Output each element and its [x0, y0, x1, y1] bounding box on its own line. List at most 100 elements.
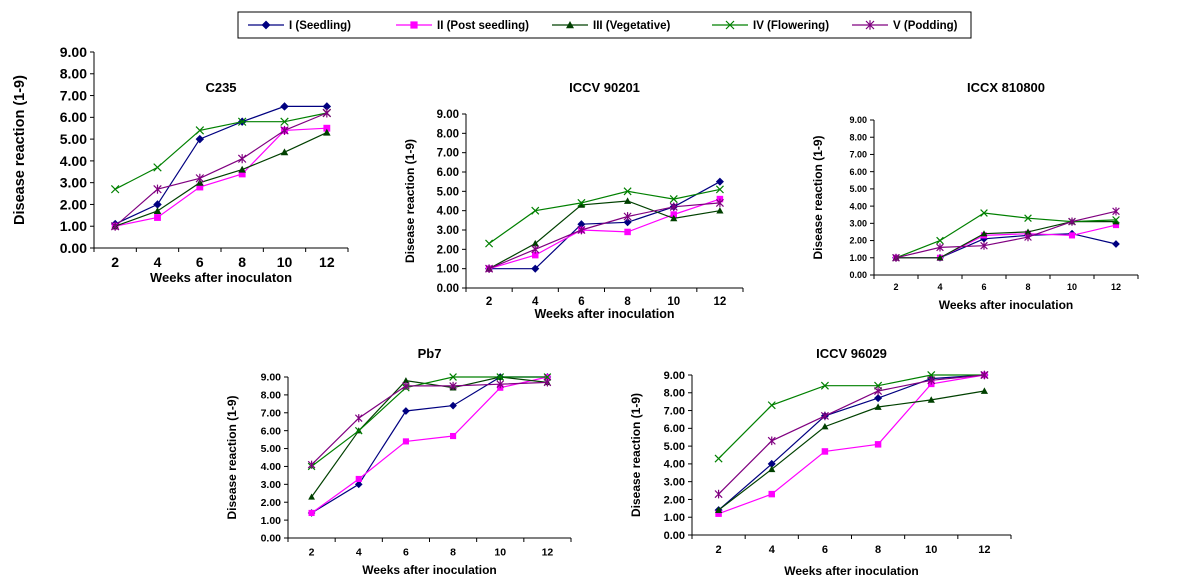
series-3 — [714, 387, 989, 513]
x-tick-label: 10 — [925, 544, 937, 556]
x-tick-label: 12 — [542, 547, 554, 559]
data-point — [980, 241, 988, 250]
legend-item: IV (Flowering) — [712, 20, 829, 32]
y-tick-label: 0.00 — [849, 270, 867, 280]
y-tick-label: 2.00 — [261, 497, 282, 509]
y-tick-label: 2.00 — [60, 196, 87, 212]
series-2 — [715, 371, 988, 517]
data-point — [670, 211, 677, 218]
x-tick-label: 2 — [111, 254, 119, 270]
data-point — [980, 230, 988, 237]
x-axis-label: Weeks after inoculation — [784, 564, 918, 578]
series-line — [488, 198, 721, 270]
y-axis-label: Disease reaction (1-9) — [811, 135, 825, 259]
series-line — [115, 127, 327, 227]
data-point — [354, 480, 363, 489]
data-point — [820, 411, 829, 421]
data-point — [1112, 218, 1120, 225]
data-point — [323, 128, 331, 136]
series-1 — [307, 373, 552, 517]
x-tick-label: 8 — [624, 296, 631, 308]
series-line — [114, 132, 328, 227]
y-tick-label: 3.00 — [437, 225, 459, 237]
x-tick-label: 6 — [403, 547, 409, 559]
data-point — [927, 396, 935, 403]
x-tick-label: 6 — [196, 254, 204, 270]
data-point — [354, 414, 363, 423]
data-point — [1112, 216, 1120, 224]
y-tick-label: 9.00 — [664, 370, 685, 382]
data-point — [543, 378, 552, 387]
y-tick-label: 4.00 — [849, 201, 867, 211]
data-point — [237, 154, 247, 164]
series-line — [311, 376, 548, 467]
y-tick-label: 9.00 — [437, 109, 459, 121]
data-point — [623, 197, 632, 204]
data-point — [354, 426, 363, 435]
x-tick-label: 4 — [937, 282, 942, 292]
series-5 — [892, 207, 1120, 262]
chart-title: ICCV 90201 — [569, 80, 640, 95]
data-point — [865, 20, 875, 30]
x-tick-label: 8 — [450, 547, 456, 559]
series-line — [488, 188, 721, 244]
series-line — [114, 112, 327, 190]
data-point — [355, 475, 362, 483]
x-axis-label: Weeks after inoculation — [362, 563, 496, 577]
series-5 — [485, 198, 724, 273]
data-point — [715, 177, 724, 186]
y-tick-label: 5.00 — [261, 443, 282, 455]
data-point — [892, 253, 900, 262]
legend-label: IV (Flowering) — [753, 20, 829, 32]
legend-item: II (Post seedling) — [396, 20, 529, 32]
data-point — [821, 422, 829, 430]
series-line — [896, 233, 1117, 259]
chart-title: C235 — [205, 80, 236, 95]
x-tick-label: 12 — [978, 544, 990, 556]
chart-title: ICCV 96029 — [816, 346, 887, 361]
data-point — [485, 239, 494, 248]
data-point — [577, 201, 586, 208]
data-point — [110, 184, 120, 194]
data-point — [307, 460, 316, 469]
data-point — [577, 198, 586, 207]
y-tick-label: 0.00 — [437, 283, 459, 295]
y-tick-label: 0.00 — [664, 530, 685, 542]
data-point — [1112, 221, 1120, 229]
y-tick-label: 8.00 — [60, 66, 87, 82]
series-1 — [714, 370, 989, 515]
data-point — [496, 373, 505, 381]
data-point — [323, 124, 331, 132]
series-2 — [485, 195, 724, 272]
legend-label: V (Podding) — [893, 20, 958, 32]
data-point — [669, 202, 678, 212]
y-tick-label: 4.00 — [60, 153, 87, 169]
data-point — [768, 490, 775, 498]
series-5 — [110, 108, 332, 231]
data-point — [195, 126, 205, 135]
data-point — [1112, 240, 1120, 248]
y-tick-label: 1.00 — [849, 253, 867, 263]
y-tick-label: 7.00 — [60, 87, 87, 103]
data-point — [1068, 217, 1076, 226]
data-point — [322, 108, 332, 118]
y-tick-label: 7.00 — [437, 148, 459, 160]
data-point — [1024, 228, 1032, 235]
series-4 — [485, 185, 724, 248]
series-line — [896, 221, 1116, 259]
series-line — [718, 374, 985, 460]
x-tick-label: 2 — [716, 544, 722, 556]
series-line — [311, 376, 548, 514]
x-tick-label: 6 — [822, 544, 828, 556]
x-tick-label: 6 — [981, 282, 986, 292]
series-line — [718, 390, 985, 511]
x-tick-label: 12 — [1111, 282, 1121, 292]
data-point — [715, 198, 724, 208]
series-2 — [308, 373, 551, 517]
data-point — [280, 102, 289, 111]
chart-title: ICCX 810800 — [967, 80, 1045, 95]
data-point — [154, 214, 161, 221]
y-tick-label: 5.00 — [437, 186, 459, 198]
x-tick-label: 12 — [319, 254, 335, 270]
y-tick-label: 9.00 — [261, 372, 282, 384]
